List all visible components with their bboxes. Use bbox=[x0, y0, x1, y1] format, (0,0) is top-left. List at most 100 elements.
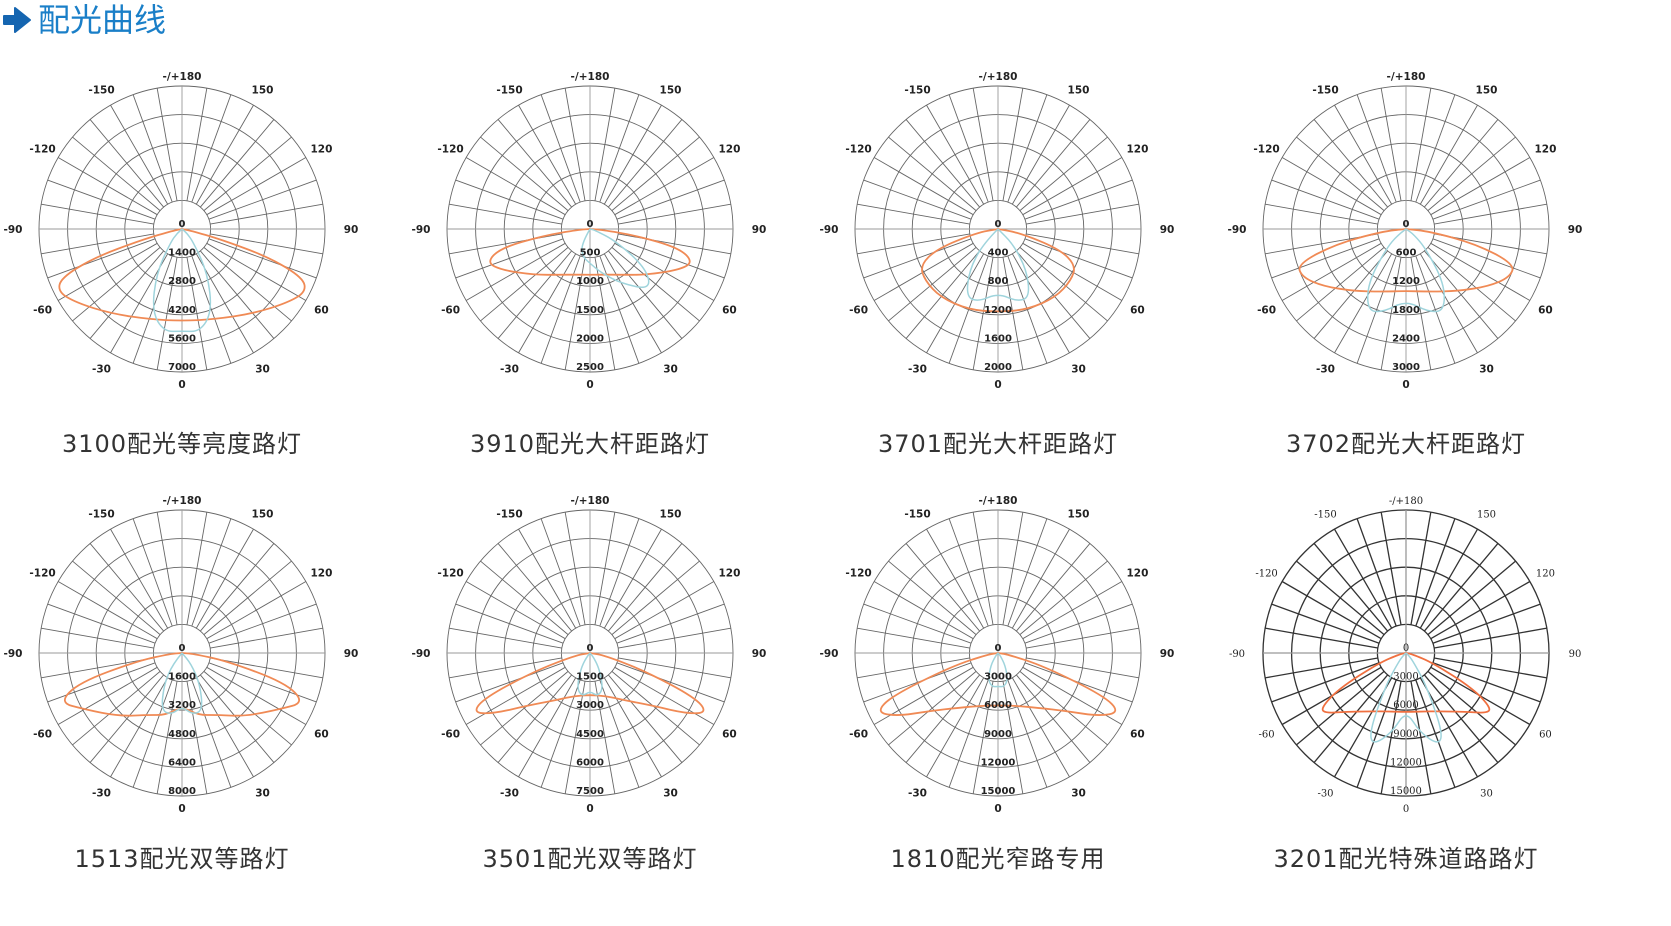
angle-tick-label: -120 bbox=[437, 144, 463, 156]
grid-spoke bbox=[1415, 255, 1456, 364]
angle-tick-label: -90 bbox=[1229, 649, 1245, 660]
grid-spoke bbox=[1356, 518, 1397, 627]
grid-spoke bbox=[1024, 179, 1133, 220]
grid-spoke bbox=[449, 627, 562, 649]
grid-spoke bbox=[449, 233, 562, 255]
angle-tick-label: -120 bbox=[1253, 144, 1279, 156]
angle-tick-label: 120 bbox=[310, 568, 332, 580]
grid-spoke bbox=[1265, 627, 1378, 649]
grid-spoke bbox=[618, 627, 731, 649]
grid-spoke bbox=[972, 681, 994, 794]
grid-spoke bbox=[1026, 657, 1139, 679]
grid-spoke bbox=[1432, 662, 1541, 703]
grid-spoke bbox=[863, 662, 972, 703]
grid-spoke bbox=[857, 203, 970, 225]
polar-plot: 1400 2800 4200 5600 7000 0 -/+180 150 120 90 60 30 0… bbox=[4, 71, 359, 389]
radial-tick-label: 800 bbox=[988, 276, 1009, 287]
radial-tick-label: 2400 bbox=[1392, 333, 1420, 344]
radial-tick-label: 7000 bbox=[168, 362, 196, 373]
grid-spoke bbox=[1410, 681, 1432, 794]
grid-spoke bbox=[1019, 560, 1108, 635]
grid-spoke bbox=[497, 250, 572, 339]
radial-tick-label: 400 bbox=[988, 248, 1009, 259]
polar-plot: 1500 3000 4500 6000 7500 0 -/+180 150 120 90 60 30 0… bbox=[412, 495, 767, 813]
grid-spoke bbox=[195, 104, 254, 205]
grid-spoke bbox=[905, 119, 980, 208]
grid-spoke bbox=[1334, 104, 1393, 205]
grid-spoke bbox=[210, 203, 323, 225]
grid-spoke bbox=[1002, 257, 1024, 370]
angle-tick-label: -150 bbox=[1314, 510, 1336, 521]
grid-spoke bbox=[1410, 257, 1432, 370]
grid-spoke bbox=[1019, 136, 1108, 211]
grid-spoke bbox=[191, 679, 232, 788]
grid-spoke bbox=[206, 666, 307, 725]
grid-spoke bbox=[1432, 238, 1541, 279]
radial-tick-label: 3000 bbox=[576, 700, 604, 711]
angle-tick-label: -120 bbox=[437, 568, 463, 580]
grid-spoke bbox=[972, 88, 994, 201]
grid-spoke bbox=[972, 512, 994, 625]
grid-spoke bbox=[1380, 681, 1402, 794]
grid-spoke bbox=[564, 512, 586, 625]
angle-tick-label: 60 bbox=[722, 729, 737, 741]
grid-spoke bbox=[1265, 657, 1378, 679]
grid-spoke bbox=[564, 681, 586, 794]
grid-spoke bbox=[863, 603, 972, 644]
grid-spoke bbox=[1281, 157, 1382, 216]
grid-spoke bbox=[888, 671, 977, 746]
grid-spoke bbox=[1022, 157, 1123, 216]
center-label: 0 bbox=[995, 219, 1002, 230]
grid-spoke bbox=[616, 662, 725, 703]
grid-spoke bbox=[618, 657, 731, 679]
radial-tick-label: 1200 bbox=[984, 305, 1012, 316]
intensity-curve-c0 bbox=[1298, 228, 1514, 293]
grid-spoke bbox=[614, 666, 715, 725]
polar-chart: 1500 3000 4500 6000 7500 0 -/+180 150 120 90 60 30 0… bbox=[390, 473, 790, 893]
angle-tick-label: 60 bbox=[314, 305, 329, 317]
grid-spoke bbox=[1024, 603, 1133, 644]
grid-spoke bbox=[156, 681, 178, 794]
grid-spoke bbox=[1002, 512, 1024, 625]
grid-spoke bbox=[873, 157, 974, 216]
grid-spoke bbox=[132, 518, 173, 627]
grid-spoke bbox=[208, 179, 317, 220]
angle-tick-label: -30 bbox=[500, 363, 519, 375]
grid-spoke bbox=[1380, 88, 1402, 201]
grid-spoke bbox=[1427, 247, 1516, 322]
grid-spoke bbox=[191, 94, 232, 203]
grid-spoke bbox=[1313, 674, 1389, 763]
angle-tick-label: -60 bbox=[441, 305, 460, 317]
intensity-curve-c0 bbox=[489, 228, 691, 276]
angle-tick-label: -30 bbox=[908, 787, 927, 799]
angle-tick-label: -90 bbox=[412, 224, 431, 236]
angle-tick-label: -60 bbox=[849, 305, 868, 317]
grid-spoke bbox=[480, 247, 569, 322]
grid-spoke bbox=[497, 543, 572, 632]
angle-tick-label: 60 bbox=[1130, 305, 1145, 317]
grid-spoke bbox=[608, 543, 683, 632]
grid-spoke bbox=[863, 179, 972, 220]
grid-spoke bbox=[1434, 657, 1547, 679]
radial-tick-label: 1600 bbox=[984, 333, 1012, 344]
grid-spoke bbox=[1016, 674, 1091, 763]
radial-tick-label: 8000 bbox=[168, 786, 196, 797]
angle-tick-label: 60 bbox=[1538, 305, 1553, 317]
angle-tick-label: 60 bbox=[722, 305, 737, 317]
grid-spoke bbox=[1432, 179, 1541, 220]
grid-spoke bbox=[455, 179, 564, 220]
grid-spoke bbox=[1016, 543, 1091, 632]
radial-tick-label: 12000 bbox=[981, 757, 1016, 768]
angle-tick-label: 90 bbox=[1160, 648, 1175, 660]
grid-spoke bbox=[540, 255, 581, 364]
grid-spoke bbox=[1016, 250, 1091, 339]
grid-spoke bbox=[1380, 257, 1402, 370]
angle-tick-label: -/+180 bbox=[163, 495, 202, 507]
angle-tick-label: -/+180 bbox=[571, 495, 610, 507]
radial-tick-label: 7500 bbox=[576, 786, 604, 797]
radial-tick-label: 2000 bbox=[984, 362, 1012, 373]
angle-tick-label: 150 bbox=[660, 85, 682, 97]
grid-spoke bbox=[1423, 543, 1499, 632]
grid-spoke bbox=[156, 257, 178, 370]
intensity-curve-c90 bbox=[966, 228, 1030, 301]
